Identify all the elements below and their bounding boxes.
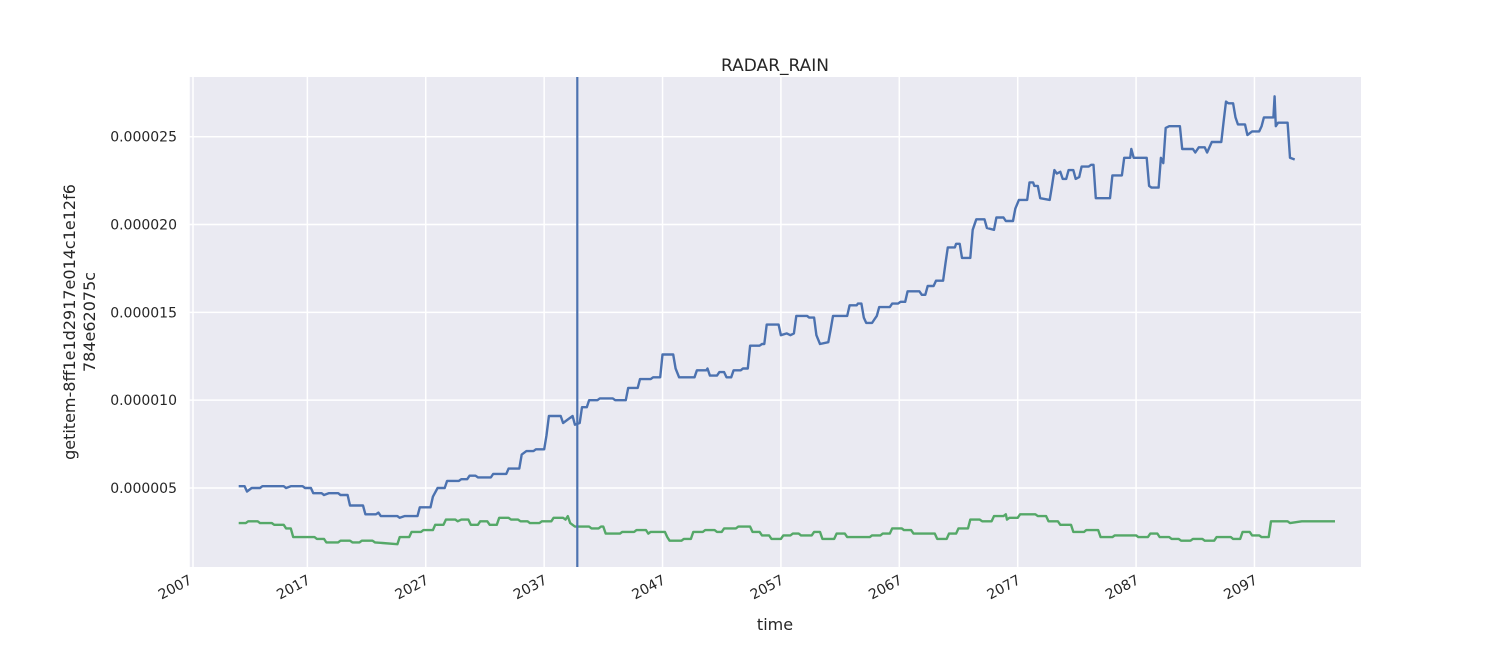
x-tick-label: 2037 <box>511 572 550 603</box>
x-tick-label: 2047 <box>629 572 668 603</box>
y-tick-label: 0.000025 <box>110 130 177 146</box>
x-tick-label: 2007 <box>156 572 195 603</box>
series-line-1 <box>238 95 1296 519</box>
x-tick-label: 2067 <box>866 572 905 603</box>
x-tick-label: 2017 <box>274 572 313 603</box>
series-group <box>238 95 1335 546</box>
chart-title: RADAR_RAIN <box>721 56 829 76</box>
y-tick-labels: 0.000005 0.000010 0.000015 0.000020 0.000025 <box>110 130 177 497</box>
y-tick-label: 0.000010 <box>110 393 177 409</box>
x-tick-label: 2097 <box>1221 572 1260 603</box>
x-tick-label: 2057 <box>748 572 787 603</box>
plot-area <box>189 77 1361 567</box>
series-line-2 <box>238 513 1335 546</box>
y-tick-label: 0.000015 <box>110 305 177 321</box>
grid-lines <box>188 77 1361 567</box>
y-tick-label: 0.000005 <box>110 481 177 497</box>
x-axis-title: time <box>757 615 793 634</box>
x-tick-label: 2027 <box>393 572 432 603</box>
y-axis-title-line-1: getitem-8ff1e1d2917e014c1e12f6 <box>60 184 79 460</box>
y-axis-title: getitem-8ff1e1d2917e014c1e12f6 784e62075… <box>60 184 99 460</box>
x-tick-labels: 2007 2017 2027 2037 2047 2057 2067 2077 2087 2097 <box>156 572 1260 603</box>
y-axis-title-line-2: 784e62075c <box>80 272 99 372</box>
y-tick-label: 0.000020 <box>110 218 177 234</box>
x-tick-label: 2077 <box>985 572 1024 603</box>
x-tick-label: 2087 <box>1103 572 1142 603</box>
